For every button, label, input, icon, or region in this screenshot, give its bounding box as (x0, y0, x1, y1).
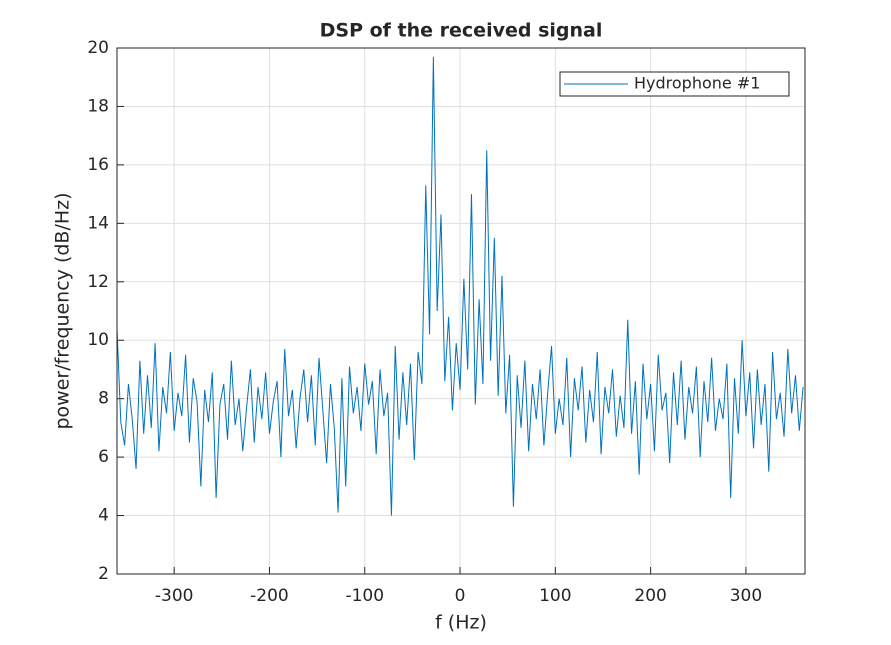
y-tick-label: 10 (87, 330, 109, 350)
plot-area (117, 48, 805, 574)
x-tick-label: -300 (155, 586, 194, 606)
x-tick-label: 300 (730, 586, 762, 606)
y-tick-label: 4 (98, 506, 109, 526)
legend-label: Hydrophone #1 (634, 74, 760, 93)
y-tick-label: 8 (98, 389, 109, 409)
x-tick-label: -100 (345, 586, 384, 606)
y-tick-label: 2 (98, 564, 109, 584)
x-axis-label: f (Hz) (435, 612, 487, 634)
y-tick-label: 16 (87, 155, 109, 175)
y-tick-label: 18 (87, 96, 109, 116)
y-tick-label: 14 (87, 213, 109, 233)
x-tick-label: 0 (455, 586, 466, 606)
axes-box (116, 47, 806, 575)
y-tick-label: 20 (87, 38, 109, 58)
y-axis-label: power/frequency (dB/Hz) (52, 192, 74, 429)
x-tick-label: 200 (634, 586, 666, 606)
x-tick-label: 100 (539, 586, 571, 606)
data-line (117, 56, 804, 516)
y-tick-label: 12 (87, 272, 109, 292)
chart-title: DSP of the received signal (320, 20, 603, 42)
y-tick-label: 6 (98, 447, 109, 467)
x-tick-label: -200 (250, 586, 289, 606)
